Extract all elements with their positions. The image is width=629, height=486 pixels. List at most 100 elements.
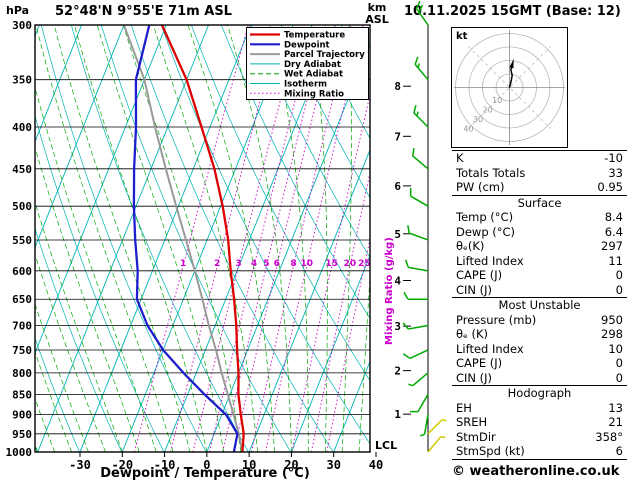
svg-text:500: 500 [12,200,32,213]
index-label: StmSpd (kt) [456,444,525,459]
index-row: CAPE (J) 0 [452,356,627,371]
svg-text:-30: -30 [69,458,91,472]
svg-text:4: 4 [394,275,401,288]
svg-text:6: 6 [394,180,401,193]
wind-barb [403,291,428,300]
skewt-chart: 1 2 3 4 5 6 8 10 15 20 253003504004505005506006507… [6,1,447,472]
svg-text:10: 10 [301,259,314,269]
km-axis: 1 2 3 4 5 6 7 8 [394,80,411,421]
legend-label: Dewpoint [284,40,330,50]
svg-text:8: 8 [394,80,401,93]
asl-label: ASL [365,13,389,26]
hodograph-trace [508,64,513,88]
hodograph-trace-arrow [509,58,514,69]
wind-barb [409,188,429,207]
index-value: 358° [595,429,623,444]
index-value: 950 [601,312,623,327]
svg-text:0: 0 [203,458,210,472]
wind-barb [413,104,429,128]
wind-barb [407,225,429,241]
svg-text:40: 40 [369,458,383,472]
pressure-unit-label: hPa [6,4,30,17]
index-row: StmSpd (kt) 6 [452,444,627,459]
indices-section: Surface Temp (°C) 8.4 Dewp (°C) 6.4 θₑ(K) 297 L… [452,194,627,298]
index-row: CIN (J) 0 [452,371,627,386]
lcl-label: LCL [375,439,397,452]
svg-text:30: 30 [326,458,340,472]
index-row: Lifted Index 10 [452,342,627,357]
index-value: 8.4 [604,210,623,225]
copyright-link[interactable]: © weatheronline.co.uk [452,464,620,479]
index-label: PW (cm) [456,180,505,195]
mixing-ratio-labels: 1 2 3 4 5 6 8 10 15 20 25 [180,259,371,269]
parcel-trajectory-curve [122,25,244,452]
svg-text:600: 600 [12,265,32,278]
wind-barb [402,322,429,330]
indices-section-header: Surface [517,195,562,210]
index-label: EH [456,400,472,415]
svg-text:30: 30 [473,115,483,124]
svg-text:700: 700 [12,320,32,333]
index-row: θₑ(K) 297 [452,239,627,254]
wind-barb [415,1,429,26]
wind-barb [408,372,429,387]
index-row: Lifted Index 11 [452,254,627,269]
index-label: Temp (°C) [456,210,514,225]
wind-barb [404,259,429,272]
svg-text:15: 15 [325,259,338,269]
svg-text:800: 800 [12,367,32,380]
svg-text:650: 650 [12,293,32,306]
index-value: 0 [615,268,623,283]
index-row: CAPE (J) 0 [452,268,627,283]
svg-text:5: 5 [263,259,269,269]
index-value: 11 [608,253,623,268]
legend-label: Wet Adiabat [284,70,343,80]
x-axis-label: Dewpoint / Temperature (°C) [100,466,310,481]
index-value: 6 [615,444,623,459]
station-location: 52°48'N 9°55'E 71m ASL [55,4,232,19]
index-row: Dewp (°C) 6.4 [452,225,627,240]
svg-text:10: 10 [492,96,502,105]
index-label: CIN (J) [456,282,493,297]
mixing-ratio-axis-label: Mixing Ratio (g/kg) [384,237,395,345]
km-label: km [367,1,387,14]
index-label: CIN (J) [456,370,493,385]
svg-text:1: 1 [180,259,186,269]
svg-text:850: 850 [12,388,32,401]
index-label: Pressure (mb) [456,312,537,327]
index-row: K -10 [452,151,627,166]
wind-barb [410,393,429,413]
svg-text:400: 400 [12,121,32,134]
index-row: PW (cm) 0.95 [452,180,627,195]
wind-barb [402,349,429,360]
svg-text:-10: -10 [154,458,176,472]
legend-label: Mixing Ratio [284,89,344,99]
indices-section-header: Hodograph [507,386,572,400]
indices-section: K -10 Totals Totals 33 PW (cm) 0.95 [452,150,627,195]
svg-text:350: 350 [12,74,32,87]
index-row: StmDir 358° [452,430,627,445]
valid-datetime: 10.11.2025 15GMT (Base: 12) [404,4,621,19]
wind-barb [427,418,447,435]
temperature-curve [160,25,245,452]
svg-text:7: 7 [394,130,401,143]
index-value: 33 [608,165,623,180]
index-value: 21 [608,415,623,430]
index-row: θₑ (K) 298 [452,327,627,342]
svg-text:4: 4 [251,259,257,269]
svg-text:8: 8 [290,259,296,269]
index-label: SREH [456,415,488,430]
wind-barb [427,435,446,453]
index-label: StmDir [456,429,496,444]
index-label: Dewp (°C) [456,224,516,239]
index-value: 297 [601,239,623,254]
svg-text:20: 20 [483,105,493,114]
index-row: CIN (J) 0 [452,283,627,298]
plot-border [34,24,371,453]
index-value: 13 [608,400,623,415]
index-label: K [456,151,464,166]
svg-text:750: 750 [12,344,32,357]
pressure-axis-labels: 300 350 400 450 500 550 600 650 700 750 800 850 900 9… [6,19,33,459]
